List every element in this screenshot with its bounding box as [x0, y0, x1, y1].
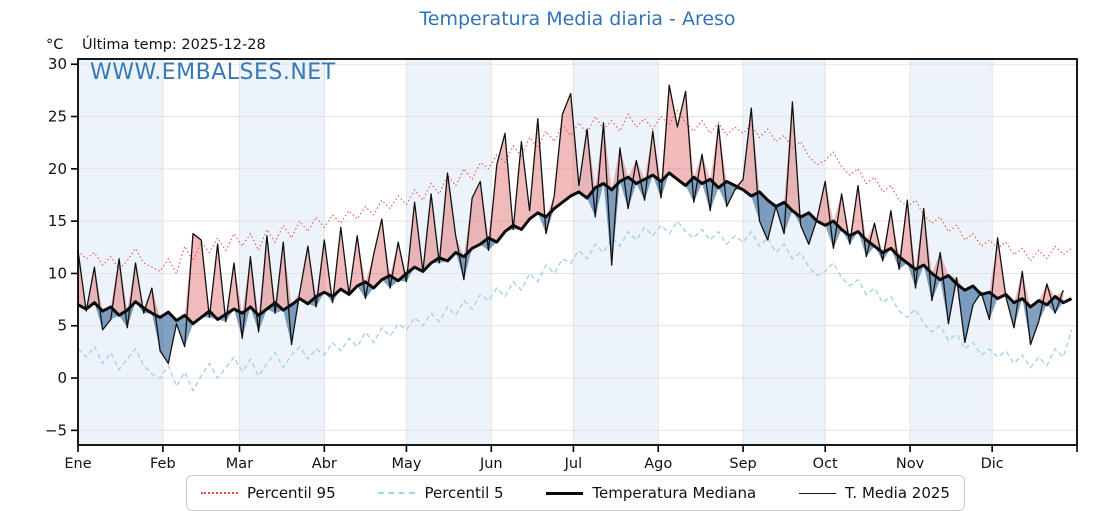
x-tick-label: Nov [896, 456, 925, 472]
month-band [78, 59, 163, 445]
y-tick-label: 5 [57, 317, 67, 335]
t-media-2025-line [77, 84, 1064, 365]
x-tick-label: Feb [150, 456, 176, 472]
legend: Percentil 95 Percentil 5 Temperatura Med… [186, 475, 965, 511]
percentil-5-line [77, 219, 1073, 393]
x-tick-label: Sep [729, 456, 756, 472]
month-band [743, 59, 826, 445]
legend-label: Percentil 5 [424, 484, 504, 502]
month-band [910, 59, 993, 445]
legend-label: Percentil 95 [247, 484, 336, 502]
x-tick-label: Ago [644, 456, 672, 472]
last-temp-label: Última temp: 2025-12-28 [82, 37, 266, 53]
y-tick-label: 0 [57, 369, 67, 387]
x-tick-label: Dic [981, 456, 1004, 472]
x-tick-label: Abr [312, 456, 337, 472]
percentil-95-line [77, 109, 1072, 275]
percentil-95-line-swatch-icon [201, 492, 238, 494]
y-tick-label: 15 [48, 212, 67, 230]
x-tick-label: Jun [479, 456, 503, 472]
y-tick-label: −5 [45, 421, 67, 439]
watermark: WWW.EMBALSES.NET [90, 60, 336, 85]
t-media-2025-line-swatch-icon [799, 492, 837, 494]
x-tick-label: May [391, 456, 421, 472]
plot-area: 30 25 20 15 10 5 0 −5 Ene Feb Mar Abr May Jun Jul Ago Se… [45, 55, 1078, 472]
y-tick-label: 10 [48, 264, 67, 282]
mediana-line-swatch-icon [546, 491, 584, 495]
y-tick-label: 20 [48, 160, 67, 178]
mediana-line [77, 171, 1073, 326]
percentil-5-line-swatch-icon [378, 492, 416, 494]
legend-item-mediana: Temperatura Mediana [546, 484, 756, 502]
legend-item-t-media-2025: T. Media 2025 [799, 484, 950, 502]
legend-label: Temperatura Mediana [592, 484, 757, 502]
temperature-chart-figure: Temperatura Media diaria - Areso °C Últi… [45, 8, 1078, 511]
legend-item-percentil-5: Percentil 5 [378, 484, 504, 502]
legend-item-percentil-95: Percentil 95 [201, 484, 336, 502]
x-tick-label: Mar [226, 456, 253, 472]
y-axis-units-label: °C [46, 37, 64, 53]
y-tick-label: 25 [48, 108, 67, 126]
chart-title: Temperatura Media diaria - Areso [419, 8, 736, 30]
legend-label: T. Media 2025 [845, 484, 950, 502]
fill-above-median [78, 85, 1064, 324]
y-tick-label: 30 [48, 55, 67, 73]
x-tick-label: Jul [564, 456, 583, 472]
axes-spines [77, 58, 1078, 446]
x-tick-label: Oct [813, 456, 838, 472]
x-tick-label: Ene [64, 456, 91, 472]
month-band [573, 59, 659, 445]
